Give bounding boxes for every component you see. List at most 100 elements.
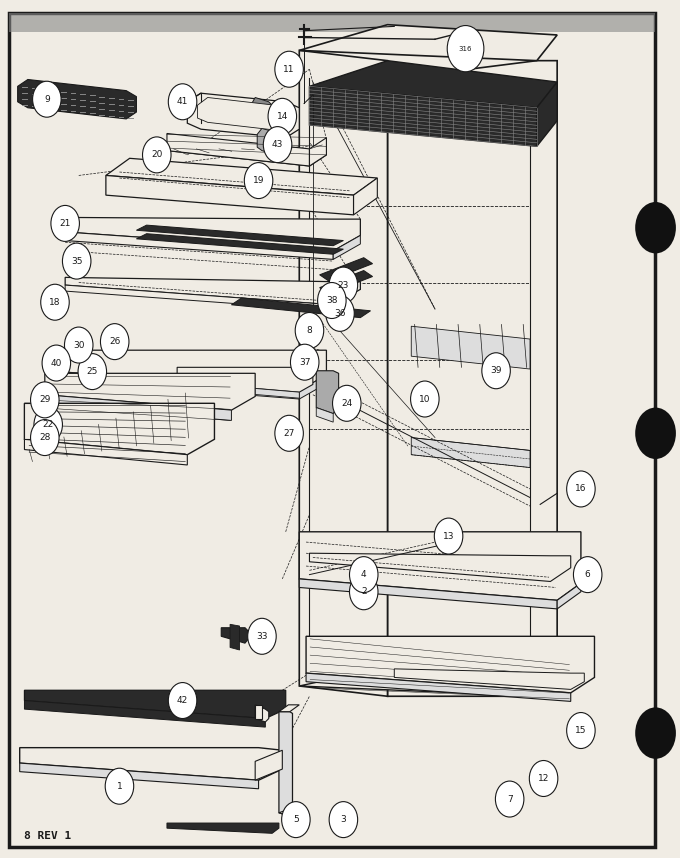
Polygon shape <box>299 375 326 399</box>
Circle shape <box>435 518 463 554</box>
Circle shape <box>635 707 676 758</box>
Polygon shape <box>24 403 38 439</box>
Circle shape <box>105 768 134 804</box>
Text: 27: 27 <box>284 429 295 438</box>
Text: 13: 13 <box>443 532 454 541</box>
Polygon shape <box>65 232 333 259</box>
Text: 5: 5 <box>293 815 299 825</box>
Text: 8: 8 <box>307 326 312 335</box>
Circle shape <box>143 137 171 172</box>
Polygon shape <box>48 371 299 399</box>
Polygon shape <box>306 674 571 701</box>
Circle shape <box>411 381 439 417</box>
Polygon shape <box>24 691 286 718</box>
Polygon shape <box>309 138 326 166</box>
Polygon shape <box>394 669 584 690</box>
Polygon shape <box>187 94 299 138</box>
Text: 29: 29 <box>39 396 50 404</box>
Polygon shape <box>309 61 557 108</box>
Text: 38: 38 <box>326 296 337 305</box>
Circle shape <box>42 345 71 381</box>
Polygon shape <box>255 704 269 722</box>
Polygon shape <box>137 233 343 254</box>
Text: 11: 11 <box>284 64 295 74</box>
Text: 6: 6 <box>585 570 590 579</box>
Text: 30: 30 <box>73 341 84 349</box>
Text: 33: 33 <box>256 631 268 641</box>
Polygon shape <box>106 159 377 195</box>
Polygon shape <box>45 373 255 410</box>
Polygon shape <box>48 350 326 390</box>
Polygon shape <box>255 704 262 718</box>
Polygon shape <box>167 134 309 166</box>
Text: 40: 40 <box>50 359 62 367</box>
Circle shape <box>482 353 510 389</box>
Circle shape <box>333 385 361 421</box>
Polygon shape <box>316 408 333 422</box>
Polygon shape <box>388 61 557 696</box>
Circle shape <box>268 99 296 135</box>
Circle shape <box>566 712 595 748</box>
Polygon shape <box>167 823 279 833</box>
Circle shape <box>566 471 595 507</box>
Text: 23: 23 <box>338 281 349 290</box>
Circle shape <box>282 801 310 837</box>
Polygon shape <box>255 750 282 780</box>
Polygon shape <box>279 809 299 816</box>
Circle shape <box>65 327 93 363</box>
Polygon shape <box>65 277 360 305</box>
Circle shape <box>275 415 303 451</box>
Text: 4: 4 <box>361 570 367 579</box>
Polygon shape <box>167 140 326 166</box>
Circle shape <box>244 163 273 198</box>
Text: 37: 37 <box>299 358 311 366</box>
Polygon shape <box>24 439 187 465</box>
Polygon shape <box>411 438 530 468</box>
Circle shape <box>635 408 676 459</box>
Text: 3: 3 <box>341 815 346 825</box>
Polygon shape <box>299 532 581 601</box>
Circle shape <box>63 243 91 279</box>
Polygon shape <box>24 700 265 727</box>
Polygon shape <box>45 395 231 420</box>
Text: 43: 43 <box>272 140 284 149</box>
Polygon shape <box>279 704 299 711</box>
Circle shape <box>496 781 524 817</box>
Polygon shape <box>320 257 373 281</box>
Text: 10: 10 <box>419 395 430 403</box>
Text: 19: 19 <box>253 176 265 185</box>
Polygon shape <box>411 326 530 369</box>
Polygon shape <box>320 270 373 293</box>
Text: 12: 12 <box>538 774 549 783</box>
Polygon shape <box>299 579 557 609</box>
Bar <box>9 13 655 32</box>
Polygon shape <box>20 763 258 789</box>
Polygon shape <box>309 553 571 582</box>
Polygon shape <box>177 367 313 392</box>
Text: 14: 14 <box>277 112 288 121</box>
Polygon shape <box>299 25 557 61</box>
Circle shape <box>329 801 358 837</box>
Polygon shape <box>106 175 354 214</box>
Text: 18: 18 <box>49 298 61 306</box>
Polygon shape <box>557 583 581 609</box>
Circle shape <box>295 312 324 348</box>
Polygon shape <box>24 403 214 455</box>
Circle shape <box>33 82 61 118</box>
Polygon shape <box>230 625 239 650</box>
Circle shape <box>169 84 197 120</box>
Text: 24: 24 <box>341 399 352 408</box>
Text: 20: 20 <box>151 150 163 160</box>
Circle shape <box>101 323 129 360</box>
Circle shape <box>447 26 484 72</box>
Polygon shape <box>65 285 333 311</box>
Text: 21: 21 <box>59 219 71 228</box>
Text: 42: 42 <box>177 696 188 705</box>
Polygon shape <box>137 225 343 245</box>
Polygon shape <box>231 298 371 317</box>
Text: 9: 9 <box>44 94 50 104</box>
Polygon shape <box>299 51 388 696</box>
Polygon shape <box>299 668 557 696</box>
Text: 16: 16 <box>575 485 587 493</box>
Circle shape <box>350 574 378 610</box>
